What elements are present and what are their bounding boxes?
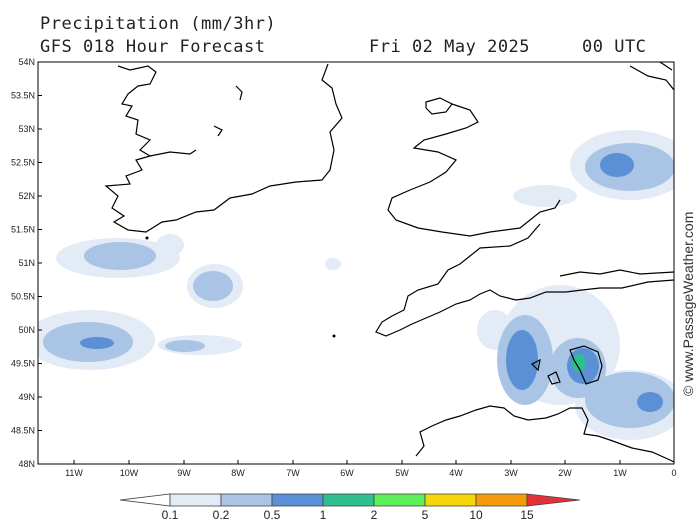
lon-tick-label: 11W	[65, 468, 83, 478]
lat-tick-label: 51N	[18, 258, 35, 268]
lat-tick-label: 49N	[18, 392, 35, 402]
colorbar-high-arrow	[526, 493, 581, 507]
forecast-date: Fri 02 May 2025	[369, 37, 531, 57]
colorbar-segment	[271, 493, 324, 507]
colorbar-segment	[169, 493, 222, 507]
lon-tick-label: 2W	[558, 468, 572, 478]
forecast-time: 00 UTC	[582, 37, 647, 57]
credit-text: © www.PassageWeather.com	[680, 212, 696, 396]
lat-tick-label: 49.5N	[11, 359, 35, 369]
colorbar-segment	[373, 493, 426, 507]
colorbar-label: 15	[520, 508, 534, 522]
lat-tick-label: 53.5N	[11, 91, 35, 101]
colorbar-label: 0.2	[212, 508, 230, 522]
forecast-subtitle: GFS 018 Hour Forecast	[40, 37, 266, 57]
lon-tick-label: 3W	[504, 468, 518, 478]
colorbar-segment	[424, 493, 477, 507]
colorbar-low-arrow	[119, 493, 171, 507]
colorbar-label: 5	[421, 508, 429, 522]
colorbar-label: 0.1	[161, 508, 179, 522]
lon-tick-label: 1W	[613, 468, 627, 478]
colorbar-label: 0.5	[263, 508, 281, 522]
precipitation-layer	[38, 62, 674, 463]
lon-tick-label: 4W	[449, 468, 463, 478]
lon-tick-label: 0	[671, 468, 676, 478]
colorbar-label: 1	[319, 508, 327, 522]
chart-title: Precipitation (mm/3hr)	[40, 14, 277, 34]
colorbar-segment	[220, 493, 273, 507]
coastline-layer	[104, 62, 674, 463]
lon-tick-label: 10W	[120, 468, 139, 478]
lat-tick-label: 53N	[18, 124, 35, 134]
lat-tick-label: 48N	[18, 459, 35, 469]
colorbar	[119, 493, 581, 507]
latitude-axis: 54N 53.5N 53N 52.5N 52N 51.5N 51N 50.5N 50N 49.5N…	[11, 57, 42, 469]
lon-tick-label: 7W	[286, 468, 300, 478]
lat-tick-label: 48.5N	[11, 426, 35, 436]
lat-tick-label: 52N	[18, 191, 35, 201]
colorbar-segment	[475, 493, 528, 507]
lon-tick-label: 9W	[177, 468, 191, 478]
lat-tick-label: 52.5N	[11, 158, 35, 168]
colorbar-label: 10	[469, 508, 483, 522]
lat-tick-label: 51.5N	[11, 225, 35, 235]
lat-tick-label: 54N	[18, 57, 35, 67]
lon-tick-label: 8W	[231, 468, 245, 478]
longitude-axis: 11W 10W 9W 8W 7W 6W 5W 4W 3W 2W 1W 0	[65, 460, 677, 478]
colorbar-segment	[322, 493, 375, 507]
lat-tick-label: 50.5N	[11, 292, 35, 302]
lat-tick-label: 50N	[18, 325, 35, 335]
colorbar-label: 2	[370, 508, 378, 522]
lon-tick-label: 5W	[395, 468, 409, 478]
lon-tick-label: 6W	[340, 468, 354, 478]
